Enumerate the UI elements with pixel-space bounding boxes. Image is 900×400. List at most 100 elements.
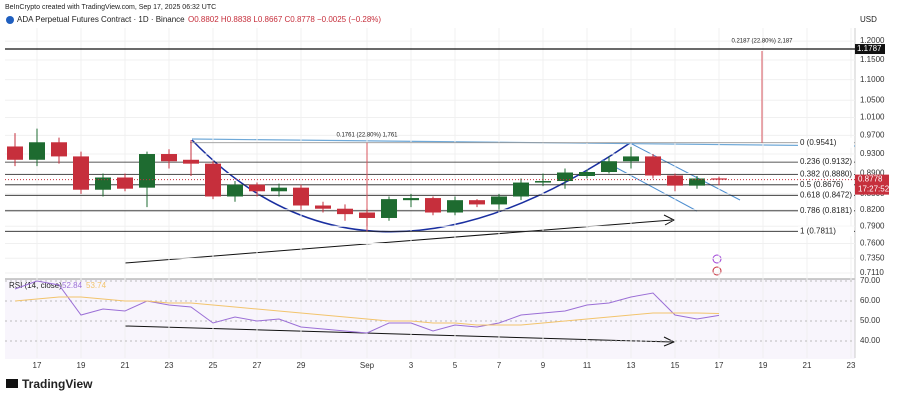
y-tick-label: 0.7110 <box>860 268 884 277</box>
wedge-top <box>629 142 741 201</box>
y-tick-label: 0.7600 <box>860 239 885 248</box>
y-tick-label: 0.7350 <box>860 253 885 262</box>
x-tick-label: 17 <box>715 361 724 370</box>
wedge-bottom <box>601 159 698 212</box>
candle-body <box>667 175 683 186</box>
candle-body <box>73 156 89 190</box>
candle-body <box>337 208 353 215</box>
fib-label-bg <box>798 190 854 201</box>
measure-label: 0.1761 (22.80%) 1,761 <box>336 132 398 138</box>
candle-body <box>491 196 507 205</box>
x-tick-label: 9 <box>541 361 546 370</box>
arrowhead <box>663 336 676 347</box>
target-label: 1.1787 <box>857 44 882 53</box>
measure-label: 0.2187 (22.80%) 2,187 <box>731 39 793 45</box>
rsi-band <box>5 279 855 359</box>
y-tick-label: 60.00 <box>860 296 881 305</box>
y-tick-label: 1.0100 <box>860 113 885 122</box>
candle-body <box>227 184 243 197</box>
x-tick-label: 17 <box>33 361 42 370</box>
fib-label-bg <box>798 226 854 237</box>
candle-body <box>271 187 287 192</box>
candle-body <box>51 142 67 157</box>
ohlc: O0.8802 H0.8838 L0.8667 C0.8778 −0.0025 … <box>188 15 381 24</box>
candle-body <box>29 142 45 160</box>
target-label-bg <box>855 44 885 55</box>
candle-body <box>293 187 309 206</box>
fib-label-bg <box>798 205 854 216</box>
candle-body <box>139 154 155 188</box>
y-tick-label: 0.7900 <box>860 221 885 230</box>
event-icon <box>712 254 722 264</box>
fib-label: 0.236 (0.9132) <box>800 157 852 166</box>
x-tick-label: 25 <box>209 361 218 370</box>
x-tick-label: 19 <box>77 361 86 370</box>
rsi-title: RSI (14, close) <box>9 281 62 290</box>
candle-body <box>601 161 617 173</box>
y-tick-label: 50.00 <box>860 316 881 325</box>
candle-body <box>469 200 485 205</box>
candle-body <box>249 184 265 192</box>
fib-label-bg <box>798 157 854 168</box>
x-tick-label: 21 <box>803 361 812 370</box>
y-tick-label: 0.8900 <box>860 169 885 178</box>
rsi-legend-value: 52.84 <box>62 281 83 290</box>
candle-body <box>711 178 727 180</box>
fib-label: 1 (0.7811) <box>800 226 836 235</box>
x-tick-label: Sep <box>360 361 375 370</box>
x-tick-label: 21 <box>121 361 130 370</box>
y-tick-label: 1.2000 <box>860 36 885 45</box>
rsi-trendline <box>124 325 673 343</box>
symbol: ADA Perpetual Futures Contract · 1D · Bi… <box>17 15 185 24</box>
candle-body <box>381 199 397 218</box>
candle-body <box>315 205 331 209</box>
x-tick-label: 19 <box>759 361 768 370</box>
x-tick-label: 15 <box>671 361 680 370</box>
fib-label-bg <box>798 169 854 180</box>
y-tick-label: 0.9300 <box>860 149 885 158</box>
price-trendline <box>124 219 673 264</box>
fib-label-bg <box>798 137 854 148</box>
candle-body <box>557 172 573 182</box>
y-tick-label: 0.9700 <box>860 130 885 139</box>
rsi-legend-value: 53.74 <box>86 281 107 290</box>
x-tick-label: 7 <box>497 361 502 370</box>
fib-label: 0.382 (0.8880) <box>800 170 852 179</box>
candle-body <box>205 163 221 197</box>
candle-body <box>95 177 111 190</box>
fib-label: 0 (0.9541) <box>800 138 837 147</box>
x-tick-label: 23 <box>165 361 174 370</box>
candle-body <box>535 181 551 183</box>
candle-body <box>689 178 705 186</box>
rsi-line <box>14 280 720 334</box>
y-tick-label: 1.0500 <box>860 95 885 104</box>
y-tick-label: 1.1000 <box>860 75 885 84</box>
fib-label: 0.5 (0.8676) <box>800 180 843 189</box>
arrowhead <box>663 214 676 226</box>
candle-body <box>359 212 375 218</box>
credit: BeInCrypto created with TradingView.com,… <box>5 4 216 11</box>
brand: TradingView <box>22 377 93 391</box>
candle-body <box>425 198 441 213</box>
currency: USD <box>860 15 877 24</box>
candle-body <box>7 146 23 160</box>
event-icon <box>712 266 722 276</box>
fib-label: 0.618 (0.8472) <box>800 190 852 199</box>
candle-body <box>513 182 529 197</box>
last-price-bg <box>855 174 889 195</box>
x-tick-label: 29 <box>297 361 306 370</box>
last-price: 0.8778 <box>858 175 883 184</box>
brand-logo <box>6 379 18 388</box>
y-tick-label: 1.1500 <box>860 55 885 64</box>
candle-body <box>447 200 463 213</box>
candle-body <box>579 172 595 176</box>
symbol-icon <box>6 16 14 24</box>
fib-label-bg <box>798 179 854 190</box>
candle-body <box>645 156 661 176</box>
x-tick-label: 3 <box>409 361 414 370</box>
candle-body <box>403 198 419 201</box>
y-tick-label: 0.8200 <box>860 205 885 214</box>
candle-body <box>183 159 199 164</box>
x-tick-label: 27 <box>253 361 262 370</box>
y-tick-label: 40.00 <box>860 336 881 345</box>
